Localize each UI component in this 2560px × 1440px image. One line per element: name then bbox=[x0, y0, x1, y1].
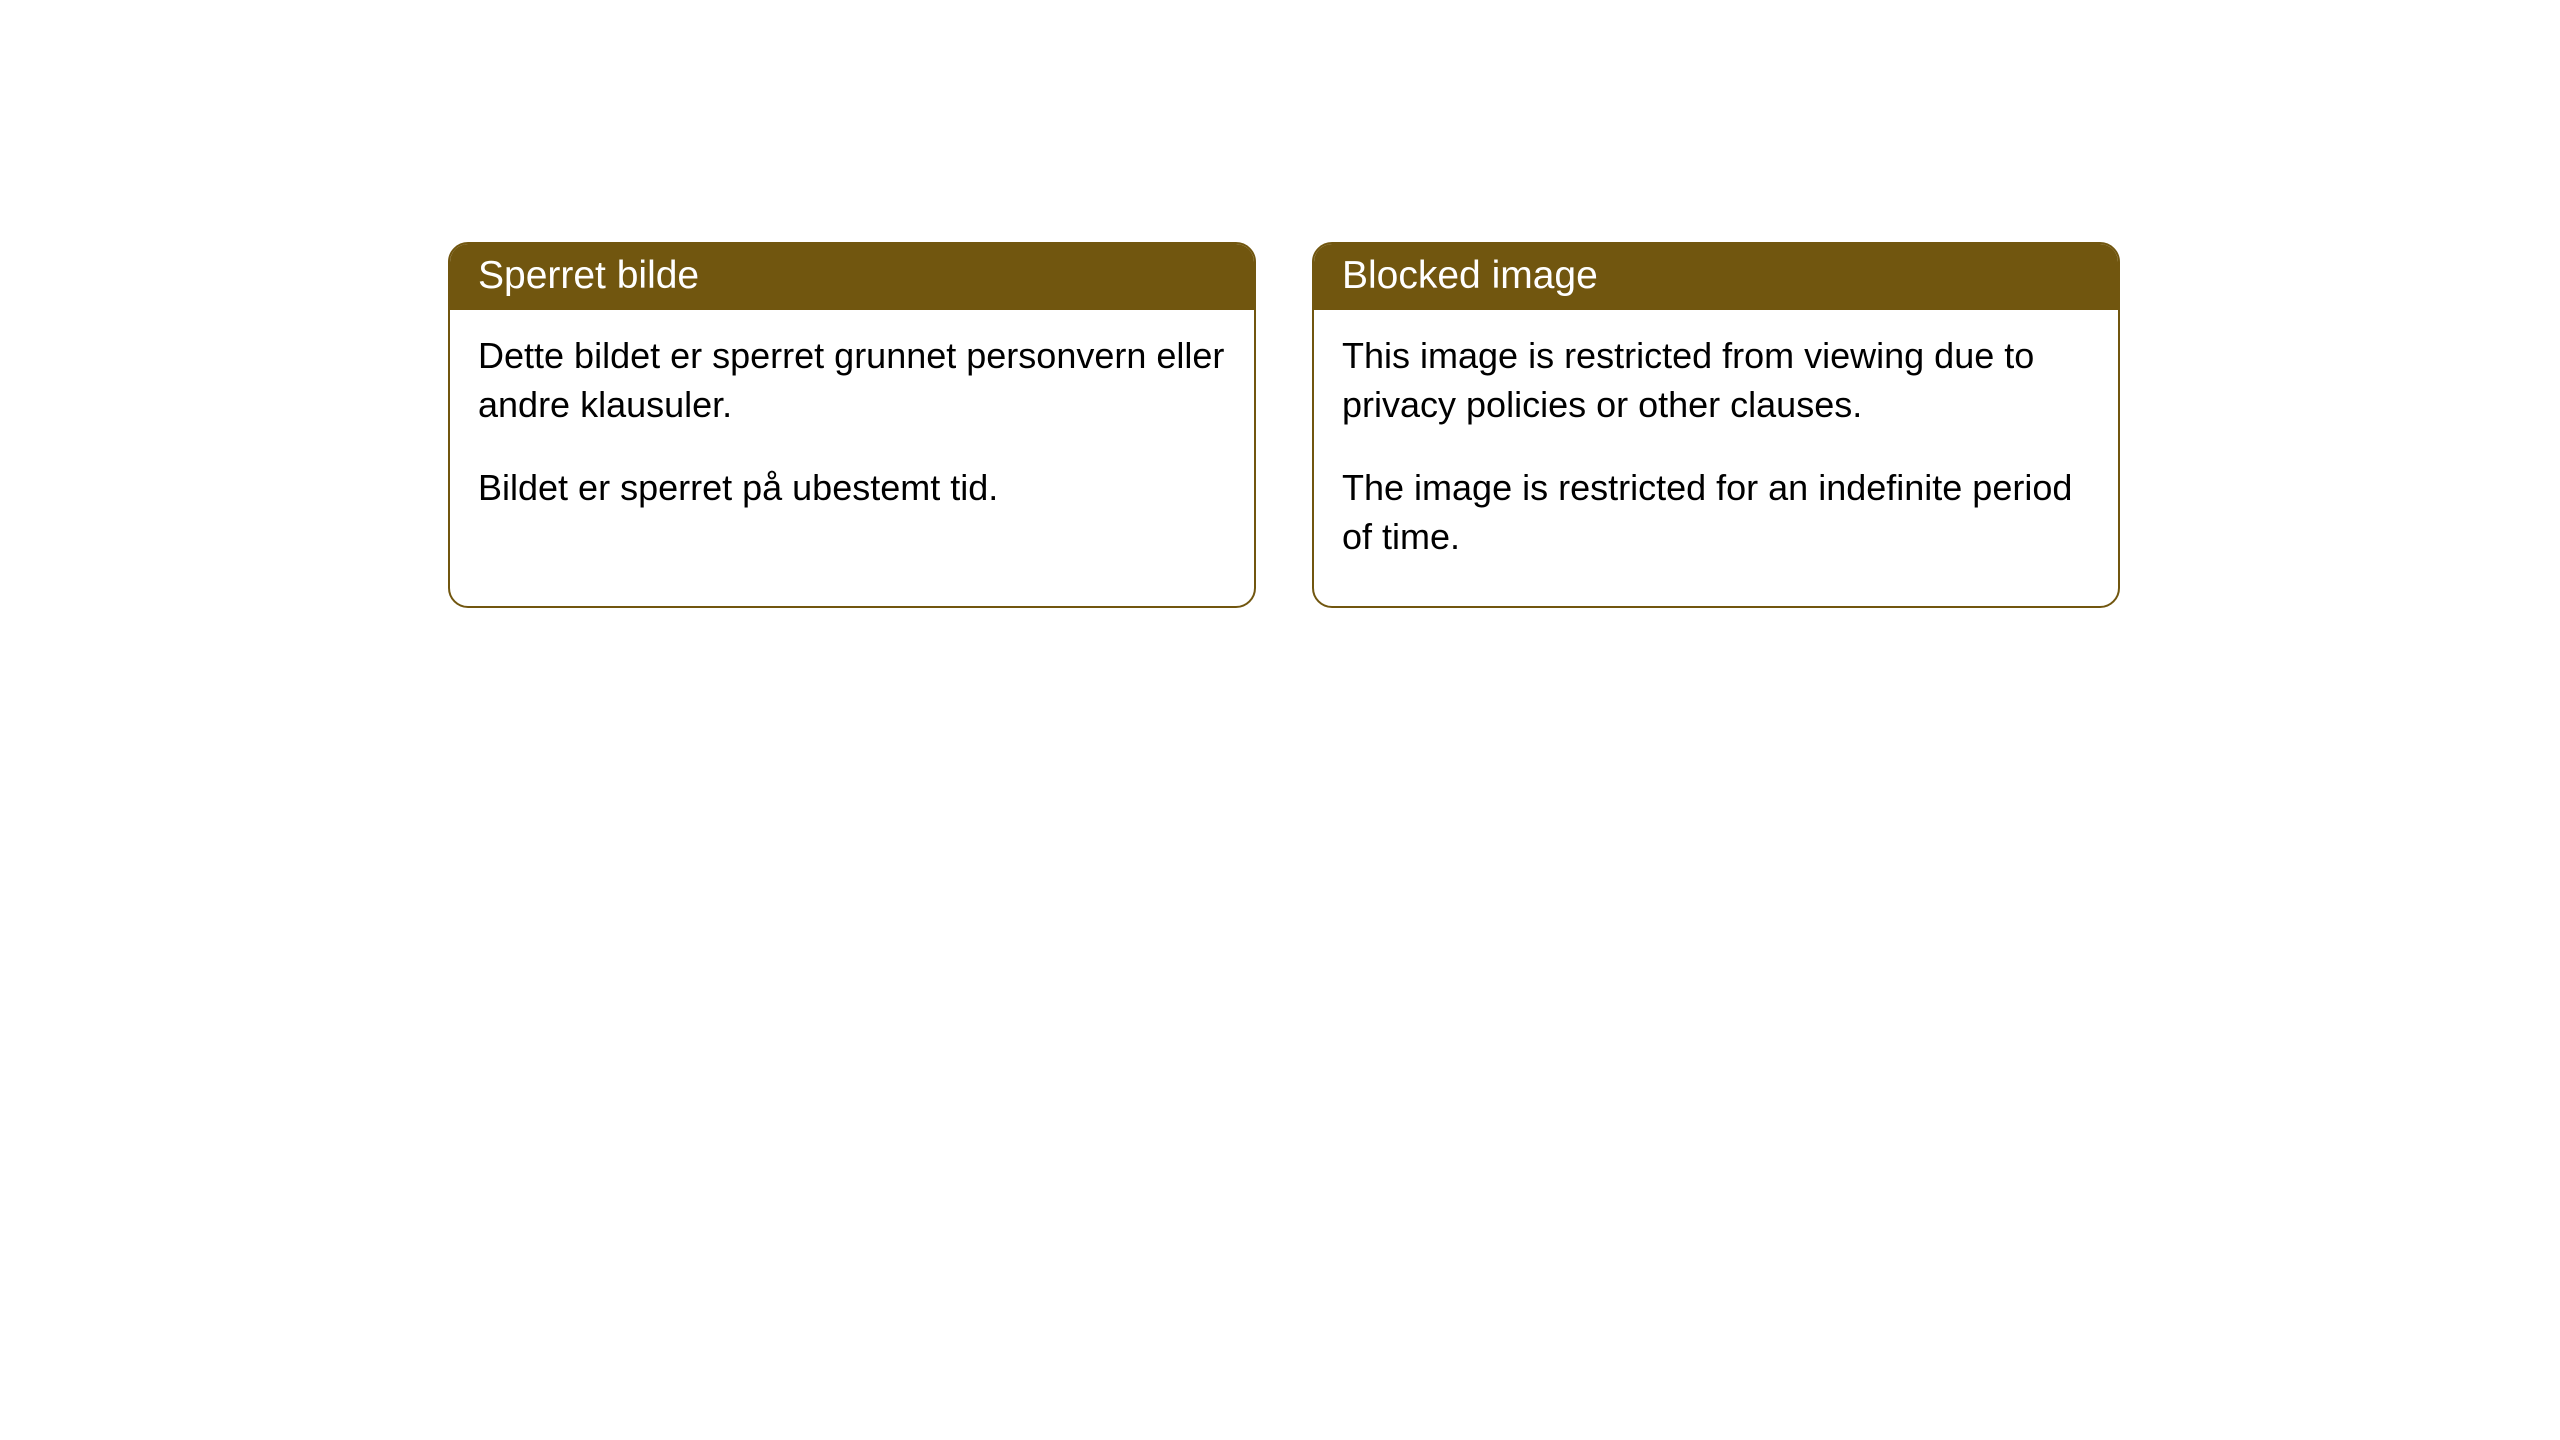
card-paragraph: Dette bildet er sperret grunnet personve… bbox=[478, 332, 1226, 430]
card-paragraph: This image is restricted from viewing du… bbox=[1342, 332, 2090, 430]
card-body: This image is restricted from viewing du… bbox=[1314, 310, 2118, 606]
card-title: Blocked image bbox=[1342, 254, 1598, 297]
blocked-image-card-en: Blocked image This image is restricted f… bbox=[1312, 242, 2120, 608]
cards-container: Sperret bilde Dette bildet er sperret gr… bbox=[448, 242, 2120, 608]
card-header: Blocked image bbox=[1314, 244, 2118, 310]
card-header: Sperret bilde bbox=[450, 244, 1254, 310]
card-title: Sperret bilde bbox=[478, 254, 699, 297]
card-paragraph: Bildet er sperret på ubestemt tid. bbox=[478, 464, 1226, 513]
card-paragraph: The image is restricted for an indefinit… bbox=[1342, 464, 2090, 562]
card-body: Dette bildet er sperret grunnet personve… bbox=[450, 310, 1254, 557]
blocked-image-card-no: Sperret bilde Dette bildet er sperret gr… bbox=[448, 242, 1256, 608]
